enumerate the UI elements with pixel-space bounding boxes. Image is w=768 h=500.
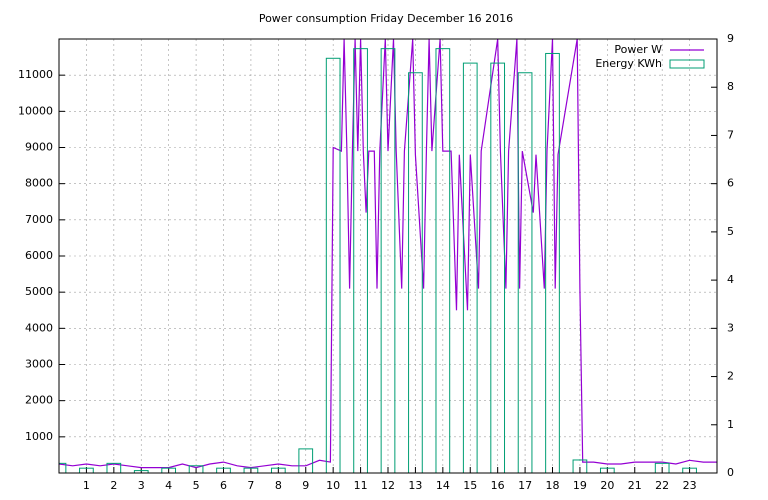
x-tick-label: 8 — [275, 479, 282, 492]
x-tick-label: 15 — [463, 479, 477, 492]
x-tick-label: 21 — [628, 479, 642, 492]
x-tick-label: 9 — [302, 479, 309, 492]
y-tick-label: 2000 — [25, 394, 53, 407]
y2-tick-label: 5 — [727, 225, 734, 238]
y2-tick-label: 1 — [727, 418, 734, 431]
x-tick-label: 6 — [220, 479, 227, 492]
y-tick-label: 11000 — [18, 68, 53, 81]
x-tick-label: 19 — [573, 479, 587, 492]
y-tick-label: 8000 — [25, 177, 53, 190]
x-tick-label: 4 — [165, 479, 172, 492]
y-tick-label: 4000 — [25, 321, 53, 334]
y2-tick-label: 9 — [727, 32, 734, 45]
y-tick-label: 1000 — [25, 430, 53, 443]
y2-tick-label: 0 — [727, 466, 734, 479]
y2-tick-label: 3 — [727, 321, 734, 334]
x-tick-label: 5 — [193, 479, 200, 492]
x-tick-label: 23 — [683, 479, 697, 492]
x-tick-label: 11 — [354, 479, 368, 492]
x-tick-label: 2 — [110, 479, 117, 492]
legend-swatch — [669, 59, 705, 69]
y2-tick-label: 7 — [727, 128, 734, 141]
plot-frame — [58, 38, 718, 474]
x-tick-label: 22 — [655, 479, 669, 492]
y2-tick-label: 2 — [727, 370, 734, 383]
x-tick-label: 18 — [546, 479, 560, 492]
y-tick-label: 10000 — [18, 104, 53, 117]
y2-tick-label: 6 — [727, 177, 734, 190]
y2-tick-label: 4 — [727, 273, 734, 286]
x-tick-label: 7 — [247, 479, 254, 492]
x-tick-label: 10 — [326, 479, 340, 492]
x-tick-label: 20 — [600, 479, 614, 492]
x-tick-label: 12 — [381, 479, 395, 492]
y-tick-label: 7000 — [25, 213, 53, 226]
x-tick-label: 1 — [83, 479, 90, 492]
legend-label: Power W — [614, 43, 662, 56]
x-tick-label: 3 — [138, 479, 145, 492]
y-tick-label: 6000 — [25, 249, 53, 262]
x-tick-label: 16 — [491, 479, 505, 492]
chart-title: Power consumption Friday December 16 201… — [259, 12, 513, 25]
x-tick-label: 13 — [408, 479, 422, 492]
y2-tick-label: 8 — [727, 80, 734, 93]
x-tick-label: 17 — [518, 479, 532, 492]
y-tick-label: 5000 — [25, 285, 53, 298]
power-line — [58, 38, 717, 469]
y-tick-label: 9000 — [25, 141, 53, 154]
legend-label: Energy KWh — [595, 57, 662, 70]
y-tick-label: 3000 — [25, 358, 53, 371]
x-tick-label: 14 — [436, 479, 450, 492]
